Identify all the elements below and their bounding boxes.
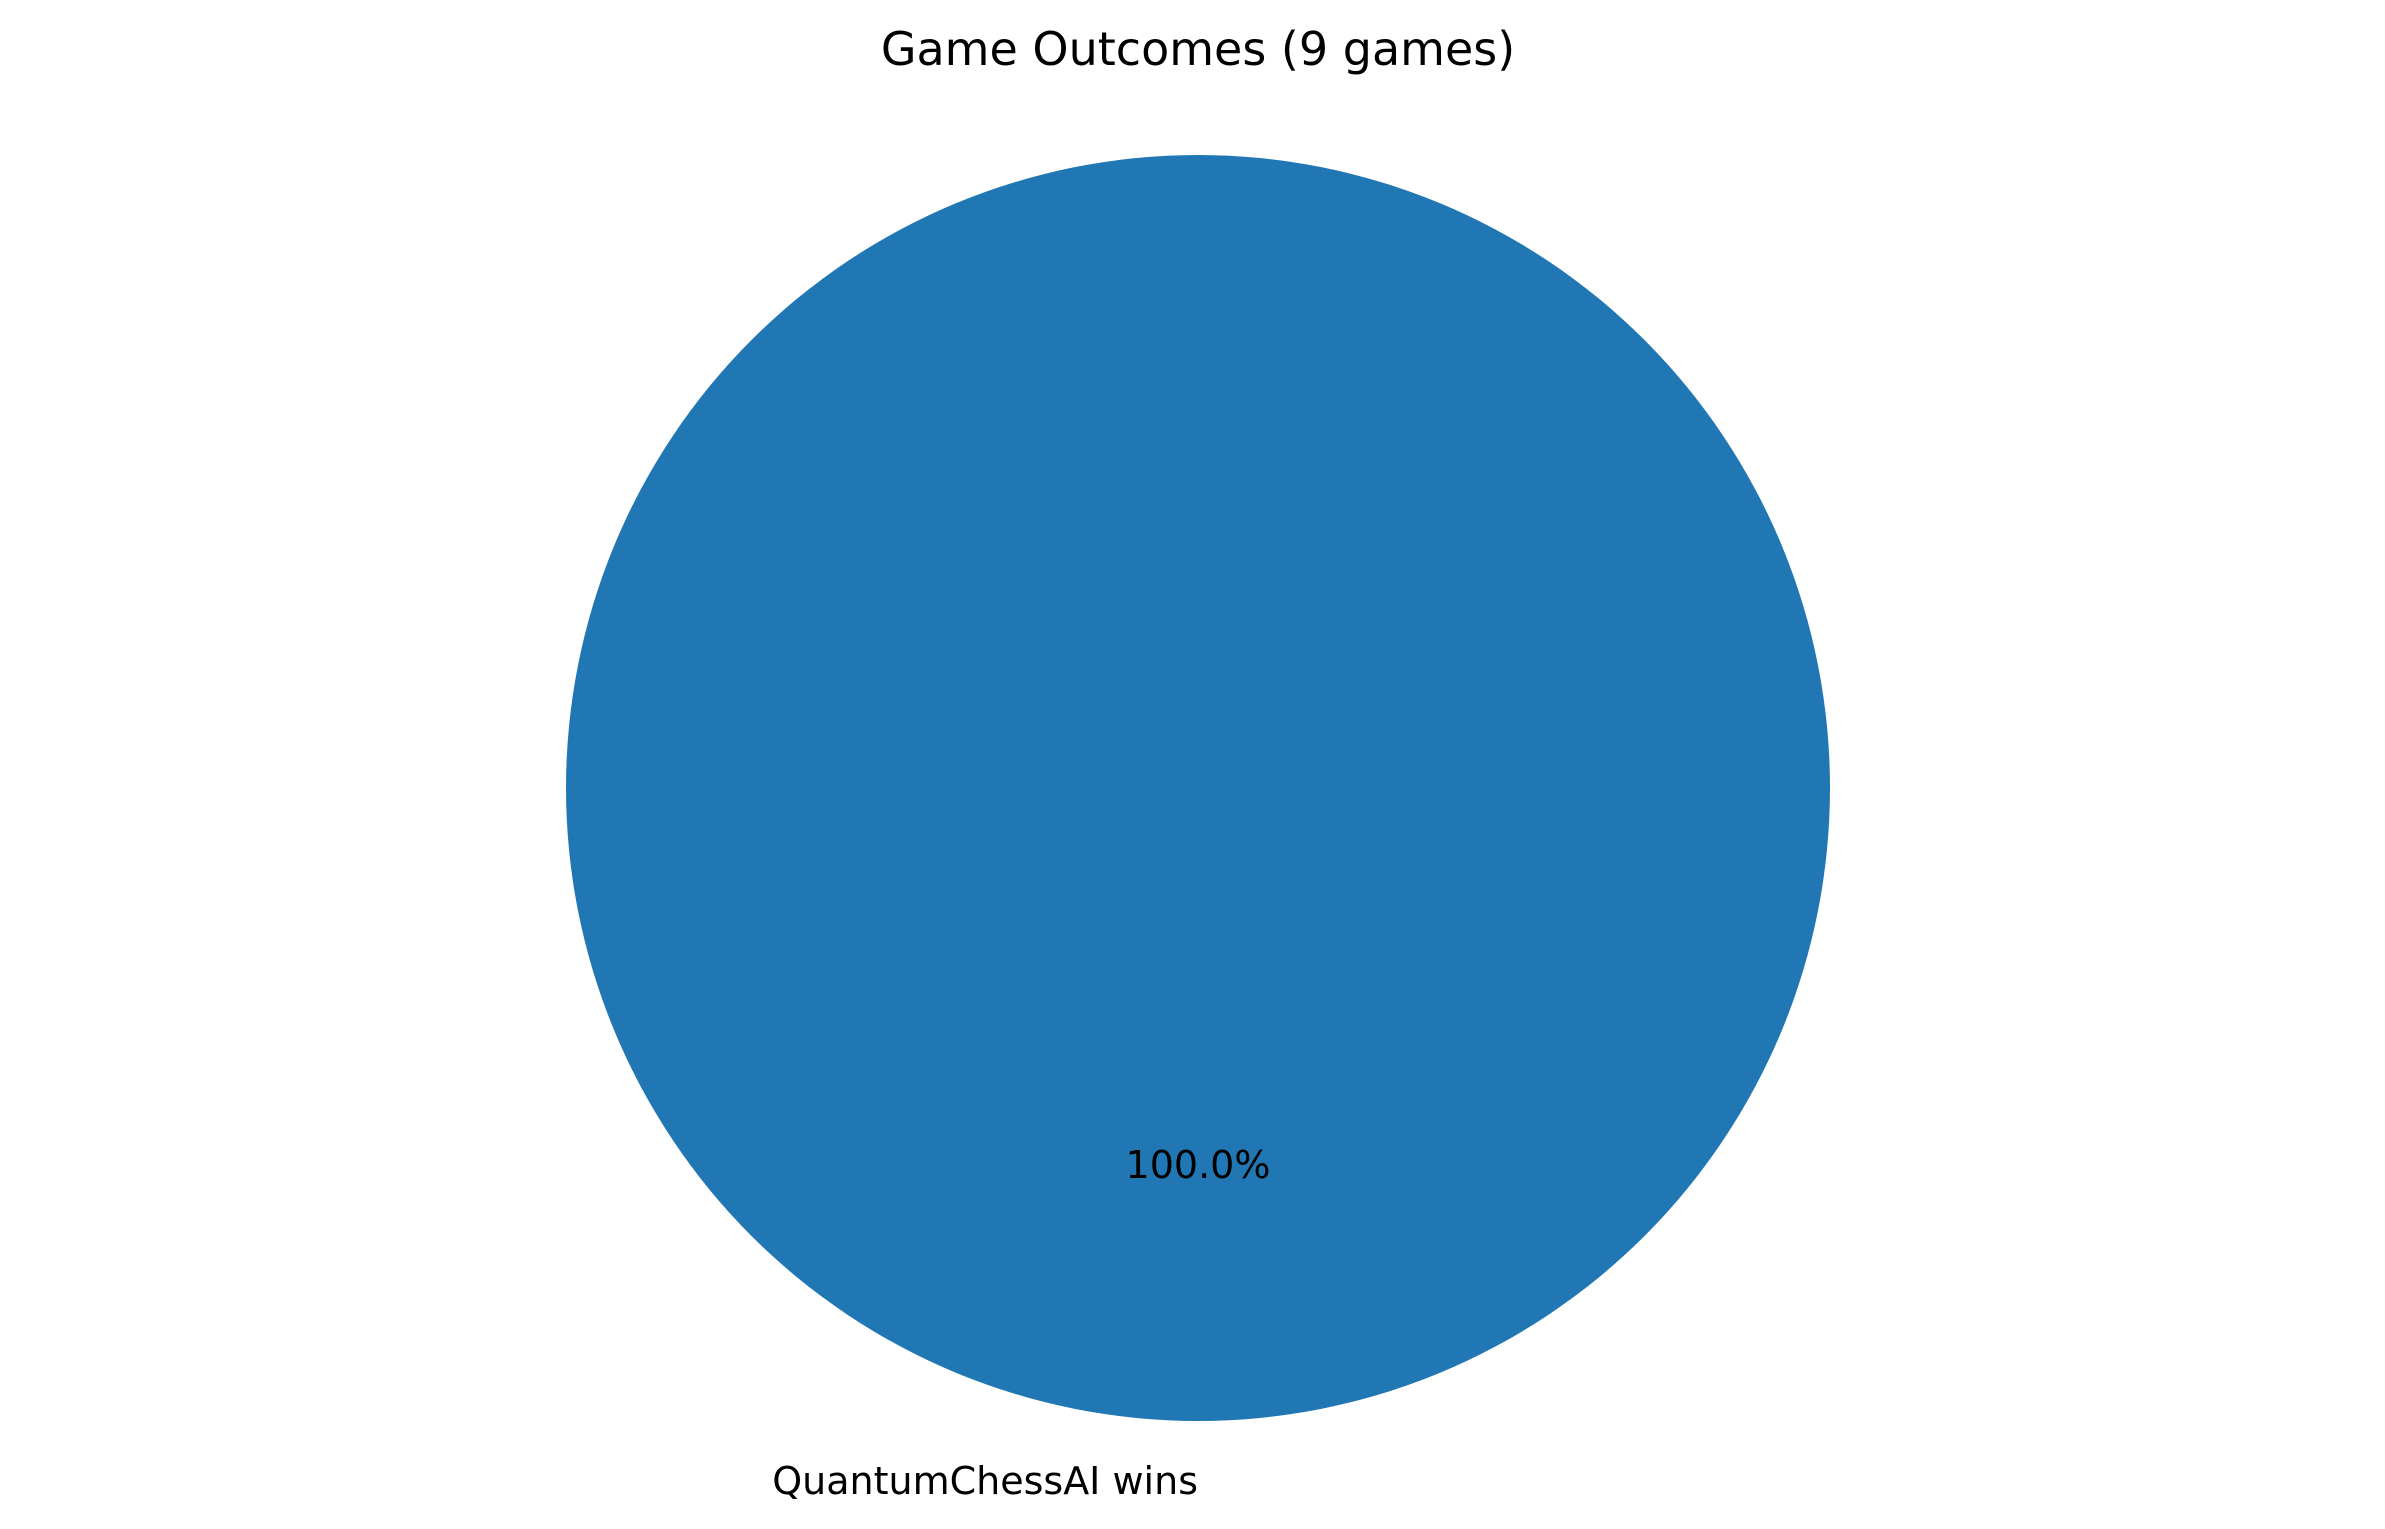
chart-title: Game Outcomes (9 games) <box>881 22 1515 76</box>
pie-labels: 100.0% QuantumChessAI wins <box>772 1143 1270 1503</box>
pie-slice <box>566 155 1830 1421</box>
slice-percent-label: 100.0% <box>1126 1143 1271 1187</box>
pie-slices <box>566 155 1830 1421</box>
slice-label: QuantumChessAI wins <box>772 1459 1198 1503</box>
